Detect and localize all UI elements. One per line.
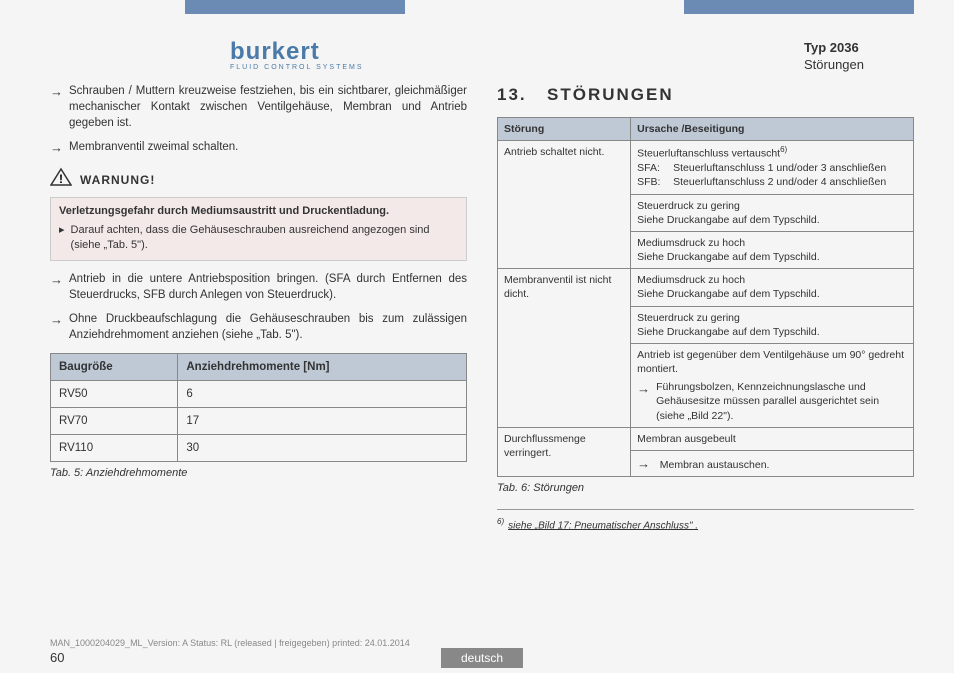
warning-box: ! WARNUNG! Verletzungsgefahr durch Mediu…: [50, 167, 467, 260]
warning-header: ! WARNUNG!: [50, 167, 467, 192]
faults-table: StörungUrsache /Beseitigung Antrieb scha…: [497, 117, 914, 478]
fault-cell: Durchflussmenge verringert.: [498, 427, 631, 477]
header: burkert FLUID CONTROL SYSTEMS Typ 2036 S…: [50, 18, 914, 71]
logo-text: burkert: [230, 38, 364, 66]
header-right: Typ 2036 Störungen: [804, 40, 864, 72]
arrow-icon: →: [50, 83, 63, 131]
cause-cell: Mediumsdruck zu hoch Siehe Druckangabe a…: [631, 231, 914, 268]
warning-bullet: ▸Darauf achten, dass die Gehäuseschraube…: [59, 223, 458, 254]
heading-number: 13.: [497, 83, 547, 107]
language-tab: deutsch: [441, 648, 523, 668]
arrow-icon: →: [637, 380, 650, 423]
step-item: → Membranventil zweimal schalten.: [50, 139, 467, 157]
th-cause: Ursache /Beseitigung: [631, 117, 914, 141]
arrow-text: Membran austauschen.: [660, 459, 770, 471]
cause-cell: → Membran austauschen.: [631, 450, 914, 477]
bullet-icon: ▸: [59, 223, 65, 254]
cell: RV110: [51, 435, 178, 462]
arrow-icon: →: [50, 139, 63, 157]
fault-cell: Membranventil ist nicht dicht.: [498, 269, 631, 428]
cause-cell: Steuerdruck zu gering Siehe Druckangabe …: [631, 194, 914, 231]
table-caption: Tab. 6: Störungen: [497, 481, 914, 496]
section-heading: 13.STÖRUNGEN: [497, 83, 914, 107]
footer-bottom: 60 deutsch: [50, 650, 914, 665]
step-item: →Antrieb in die untere Antriebsposition …: [50, 271, 467, 303]
sfb-label: SFB:: [637, 175, 673, 189]
th-torque: Anziehdrehmomente [Nm]: [178, 354, 467, 381]
th-fault: Störung: [498, 117, 631, 141]
warning-icon: !: [50, 167, 72, 192]
warning-text: Darauf achten, dass die Gehäuseschrauben…: [71, 223, 458, 254]
step-text: Ohne Druckbeaufschlagung die Gehäuseschr…: [69, 311, 467, 343]
footnote-ref: 6): [780, 145, 787, 154]
th-size: Baugröße: [51, 354, 178, 381]
footer: MAN_1000204029_ML_Version: A Status: RL …: [50, 638, 914, 665]
warning-title: Verletzungsgefahr durch Mediumsaustritt …: [59, 204, 458, 219]
cause-cell: Membran ausgebeult: [631, 427, 914, 450]
logo-subtext: FLUID CONTROL SYSTEMS: [230, 64, 364, 71]
step-text: Schrauben / Muttern kreuzweise festziehe…: [69, 83, 467, 131]
columns: →Schrauben / Muttern kreuzweise festzieh…: [50, 83, 914, 533]
cell: 6: [178, 381, 467, 408]
cell: 30: [178, 435, 467, 462]
left-column: →Schrauben / Muttern kreuzweise festzieh…: [50, 83, 467, 533]
warning-label: WARNUNG!: [80, 172, 155, 189]
cause-cell: Steuerluftanschluss vertauscht6) SFA:Ste…: [631, 141, 914, 194]
type-label: Typ 2036: [804, 40, 864, 55]
cell: 17: [178, 408, 467, 435]
cause-cell: Antrieb ist gegenüber dem Ventilgehäuse …: [631, 343, 914, 427]
arrow-icon: →: [50, 271, 63, 303]
cell: RV70: [51, 408, 178, 435]
cause-cell: Steuerdruck zu gering Siehe Druckangabe …: [631, 306, 914, 343]
torque-table: BaugrößeAnziehdrehmomente [Nm] RV506 RV7…: [50, 353, 467, 462]
cause-cell: Mediumsdruck zu hoch Siehe Druckangabe a…: [631, 269, 914, 306]
warning-body: Verletzungsgefahr durch Mediumsaustritt …: [50, 197, 467, 261]
page-number: 60: [50, 650, 64, 665]
step-text: Antrieb in die untere Antriebsposition b…: [69, 271, 467, 303]
cell: RV50: [51, 381, 178, 408]
step-text: Membranventil zweimal schalten.: [69, 139, 238, 157]
footnote-num: 6): [497, 517, 504, 526]
step-item: →Schrauben / Muttern kreuzweise festzieh…: [50, 83, 467, 131]
footer-meta: MAN_1000204029_ML_Version: A Status: RL …: [50, 638, 914, 648]
page: burkert FLUID CONTROL SYSTEMS Typ 2036 S…: [0, 0, 954, 673]
arrow-text: Führungsbolzen, Kennzeichnungslasche und…: [656, 380, 907, 423]
footnote-text: siehe „Bild 17: Pneumatischer Anschluss"…: [508, 520, 698, 531]
cause-text: Antrieb ist gegenüber dem Ventilgehäuse …: [637, 349, 904, 375]
table-caption: Tab. 5: Anziehdrehmomente: [50, 466, 467, 481]
right-column: 13.STÖRUNGEN StörungUrsache /Beseitigung…: [497, 83, 914, 533]
arrow-icon: →: [637, 456, 654, 471]
arrow-icon: →: [50, 311, 63, 343]
step-item: →Ohne Druckbeaufschlagung die Gehäusesch…: [50, 311, 467, 343]
fault-cell: Antrieb schaltet nicht.: [498, 141, 631, 269]
cause-text: Steuerluftanschluss vertauscht: [637, 148, 780, 160]
sfa-label: SFA:: [637, 161, 673, 175]
svg-text:!: !: [59, 172, 63, 186]
sfa-text: Steuerluftanschluss 1 und/oder 3 anschli…: [673, 162, 886, 174]
logo-area: burkert FLUID CONTROL SYSTEMS: [230, 38, 364, 71]
heading-text: STÖRUNGEN: [547, 85, 674, 104]
sfb-text: Steuerluftanschluss 2 und/oder 4 anschli…: [673, 176, 886, 188]
footnote: 6) siehe „Bild 17: Pneumatischer Anschlus…: [497, 509, 914, 533]
section-label: Störungen: [804, 57, 864, 72]
